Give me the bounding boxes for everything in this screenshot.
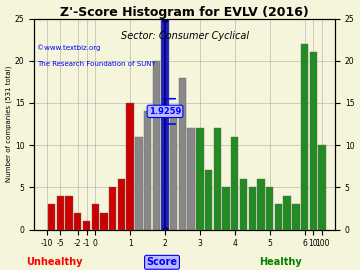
Title: Z'-Score Histogram for EVLV (2016): Z'-Score Histogram for EVLV (2016): [60, 6, 309, 19]
Bar: [301, 44, 308, 230]
Bar: [283, 196, 291, 230]
Bar: [170, 112, 177, 230]
Bar: [144, 112, 151, 230]
Text: Sector: Consumer Cyclical: Sector: Consumer Cyclical: [121, 31, 249, 41]
Text: Unhealthy: Unhealthy: [26, 257, 82, 267]
Bar: [292, 204, 300, 230]
Bar: [161, 19, 169, 229]
Bar: [257, 179, 265, 230]
Bar: [91, 204, 99, 230]
Text: Score: Score: [147, 257, 177, 267]
Bar: [248, 187, 256, 230]
Bar: [240, 179, 247, 230]
Bar: [66, 196, 73, 230]
Bar: [109, 187, 116, 230]
Bar: [135, 137, 143, 230]
Bar: [100, 213, 108, 230]
Bar: [196, 128, 204, 230]
Bar: [205, 170, 212, 230]
Bar: [153, 61, 160, 230]
Bar: [310, 52, 317, 229]
Bar: [222, 187, 230, 230]
Text: ©www.textbiz.org: ©www.textbiz.org: [37, 44, 100, 50]
Bar: [266, 187, 273, 230]
Bar: [188, 128, 195, 230]
Bar: [213, 128, 221, 230]
Bar: [275, 204, 282, 230]
Bar: [318, 145, 326, 230]
Bar: [74, 213, 81, 230]
Text: Healthy: Healthy: [260, 257, 302, 267]
Bar: [231, 137, 238, 230]
Bar: [83, 221, 90, 230]
Text: The Research Foundation of SUNY: The Research Foundation of SUNY: [37, 61, 156, 67]
Bar: [118, 179, 125, 230]
Bar: [57, 196, 64, 230]
Bar: [179, 78, 186, 230]
Bar: [126, 103, 134, 230]
Bar: [48, 204, 55, 230]
Y-axis label: Number of companies (531 total): Number of companies (531 total): [5, 66, 12, 182]
Text: 1.9259: 1.9259: [149, 107, 181, 116]
